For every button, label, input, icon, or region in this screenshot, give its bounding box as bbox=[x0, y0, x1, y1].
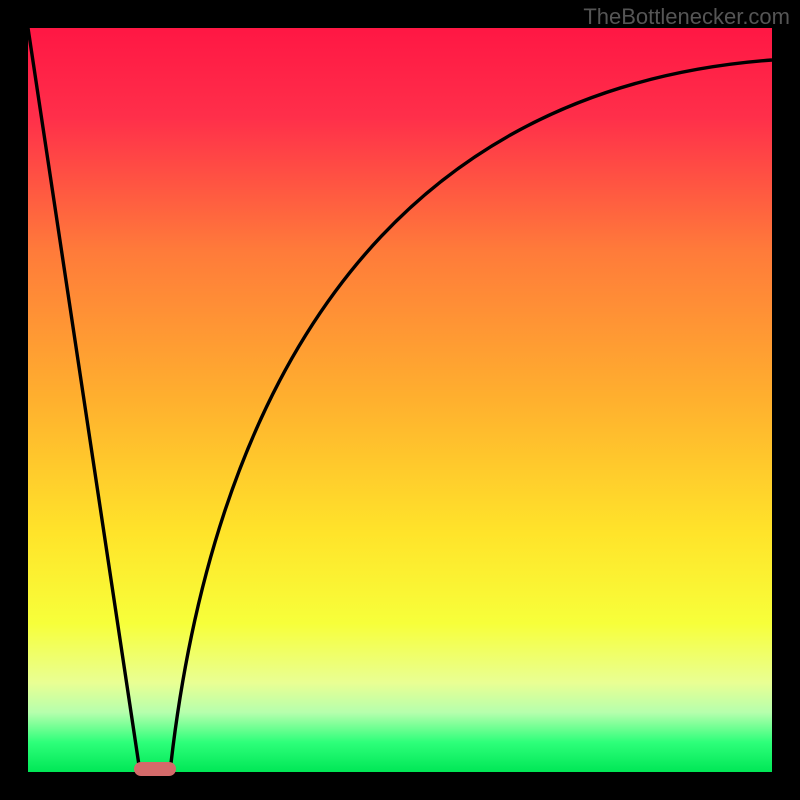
optimal-marker bbox=[134, 762, 176, 776]
bottleneck-chart bbox=[0, 0, 800, 800]
watermark-text: TheBottlenecker.com bbox=[583, 4, 790, 30]
chart-container: TheBottlenecker.com bbox=[0, 0, 800, 800]
plot-background bbox=[28, 28, 772, 772]
